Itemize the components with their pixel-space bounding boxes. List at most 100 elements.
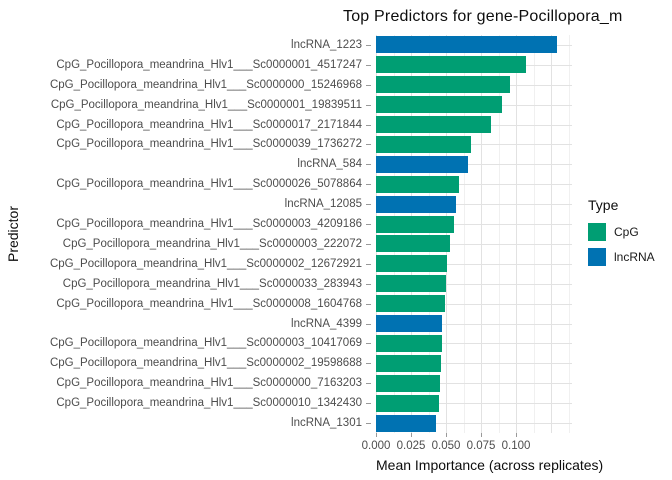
gridline-major	[516, 35, 517, 433]
gridline-row	[376, 243, 572, 245]
gridline-row	[376, 204, 572, 206]
y-tick-mark	[366, 243, 371, 245]
bar-CpG_Pocillopora_meandrina_Hlv1___Sc0000001_19839511	[376, 96, 502, 114]
y-tick-mark	[366, 224, 371, 226]
y-tick-mark	[366, 263, 371, 265]
plot-title: Top Predictors for gene-Pocillopora_m	[343, 8, 623, 25]
y-axis-label: lncRNA_4399	[291, 317, 362, 330]
y-tick-mark	[366, 44, 371, 46]
bar-CpG_Pocillopora_meandrina_Hlv1___Sc0000039_1736272	[376, 135, 472, 153]
gridline-row	[376, 263, 572, 265]
legend: Type CpG lncRNA	[588, 197, 655, 273]
bar-CpG_Pocillopora_meandrina_Hlv1___Sc0000003_10417069	[376, 334, 442, 352]
gridline-minor	[463, 35, 465, 433]
gridline-minor	[428, 35, 430, 433]
gridline-row	[376, 164, 572, 166]
y-axis-label: CpG_Pocillopora_meandrina_Hlv1___Sc00000…	[62, 277, 362, 290]
bar-CpG_Pocillopora_meandrina_Hlv1___Sc0000000_15246968	[376, 76, 511, 94]
bar-lncRNA_584	[376, 155, 469, 173]
y-tick-mark	[366, 124, 371, 126]
y-axis-label: CpG_Pocillopora_meandrina_Hlv1___Sc00000…	[56, 178, 362, 191]
gridline-minor	[498, 35, 500, 433]
gridline-row	[376, 323, 572, 325]
gridline-minor	[393, 35, 395, 433]
y-axis-label: CpG_Pocillopora_meandrina_Hlv1___Sc00000…	[56, 397, 362, 410]
legend-label: lncRNA	[614, 250, 655, 264]
bar-lncRNA_4399	[376, 315, 443, 333]
y-axis-label: CpG_Pocillopora_meandrina_Hlv1___Sc00000…	[56, 118, 362, 131]
x-tick-label: 0.000	[361, 440, 391, 452]
bar-lncRNA_1301	[376, 414, 436, 432]
y-tick-mark	[366, 383, 371, 385]
legend-entry: CpG	[588, 223, 655, 241]
x-tick-label: 0.050	[431, 440, 461, 452]
gridline-major	[376, 35, 377, 433]
plot-panel	[376, 35, 572, 433]
gridline-row	[376, 423, 572, 425]
x-tick-mark	[376, 433, 377, 437]
y-axis-label: lncRNA_1223	[291, 38, 362, 51]
gridline-row	[376, 343, 572, 345]
y-axis-labels: lncRNA_1223 CpG_Pocillopora_meandrina_Hlv…	[0, 35, 362, 433]
bar-lncRNA_12085	[376, 195, 456, 213]
y-axis-label: CpG_Pocillopora_meandrina_Hlv1___Sc00000…	[49, 357, 362, 370]
gridline-row	[376, 144, 572, 146]
x-tick-mark	[516, 433, 517, 437]
legend-title: Type	[588, 197, 619, 213]
bar-CpG_Pocillopora_meandrina_Hlv1___Sc0000017_2171844	[376, 116, 491, 134]
y-axis-label: CpG_Pocillopora_meandrina_Hlv1___Sc00000…	[62, 237, 362, 250]
gridline-major	[481, 35, 482, 433]
legend-label: CpG	[614, 225, 639, 239]
bar-CpG_Pocillopora_meandrina_Hlv1___Sc0000003_222072	[376, 235, 451, 253]
y-tick-mark	[366, 84, 371, 86]
y-tick-mark	[366, 363, 371, 365]
bar-CpG_Pocillopora_meandrina_Hlv1___Sc0000010_1342430	[376, 394, 439, 412]
gridline-major	[551, 35, 552, 433]
y-axis-label: CpG_Pocillopora_meandrina_Hlv1___Sc00000…	[49, 257, 362, 270]
y-axis-label: lncRNA_12085	[284, 198, 362, 211]
y-axis-label: CpG_Pocillopora_meandrina_Hlv1___Sc00000…	[49, 78, 362, 91]
y-tick-mark	[366, 204, 371, 206]
gridline-major	[446, 35, 447, 433]
bar-CpG_Pocillopora_meandrina_Hlv1___Sc0000033_283943	[376, 275, 447, 293]
x-tick-label: 0.075	[466, 440, 496, 452]
y-tick-mark	[366, 184, 371, 186]
gridline-row	[376, 184, 572, 186]
bar-CpG_Pocillopora_meandrina_Hlv1___Sc0000008_1604768	[376, 295, 446, 313]
gridline-row	[376, 383, 572, 385]
bar-lncRNA_1223	[376, 36, 557, 54]
y-tick-mark	[366, 104, 371, 106]
gridline-row	[376, 403, 572, 405]
y-axis-label: CpG_Pocillopora_meandrina_Hlv1___Sc00000…	[56, 138, 362, 151]
gridline-minor	[533, 35, 535, 433]
legend-swatch	[588, 248, 606, 266]
y-axis-label: lncRNA_1301	[291, 417, 362, 430]
y-axis-label: CpG_Pocillopora_meandrina_Hlv1___Sc00000…	[56, 377, 362, 390]
x-axis-title: Mean Importance (across replicates)	[376, 457, 604, 473]
bar-CpG_Pocillopora_meandrina_Hlv1___Sc0000002_19598688	[376, 354, 441, 372]
legend-entry: lncRNA	[588, 248, 655, 266]
y-axis-label: CpG_Pocillopora_meandrina_Hlv1___Sc00000…	[56, 58, 362, 71]
y-tick-mark	[366, 343, 371, 345]
x-tick-mark	[481, 433, 482, 437]
x-tick-label: 0.025	[396, 440, 426, 452]
y-tick-mark	[366, 423, 371, 425]
y-tick-mark	[366, 323, 371, 325]
y-tick-mark	[366, 64, 371, 66]
y-tick-mark	[366, 283, 371, 285]
bar-CpG_Pocillopora_meandrina_Hlv1___Sc0000003_4209186	[376, 215, 455, 233]
y-axis-label: CpG_Pocillopora_meandrina_Hlv1___Sc00000…	[56, 218, 362, 231]
gridline-minor	[568, 35, 570, 433]
bar-CpG_Pocillopora_meandrina_Hlv1___Sc0000001_4517247	[376, 56, 526, 74]
y-axis-label: CpG_Pocillopora_meandrina_Hlv1___Sc00000…	[56, 297, 362, 310]
y-axis-label: lncRNA_584	[297, 158, 362, 171]
y-tick-mark	[366, 164, 371, 166]
y-tick-mark	[366, 303, 371, 305]
bar-CpG_Pocillopora_meandrina_Hlv1___Sc0000000_7163203	[376, 374, 441, 392]
x-tick-mark	[446, 433, 447, 437]
gridline-major	[411, 35, 412, 433]
y-axis-label: CpG_Pocillopora_meandrina_Hlv1___Sc00000…	[50, 98, 362, 111]
gridline-row	[376, 224, 572, 226]
y-tick-mark	[366, 144, 371, 146]
